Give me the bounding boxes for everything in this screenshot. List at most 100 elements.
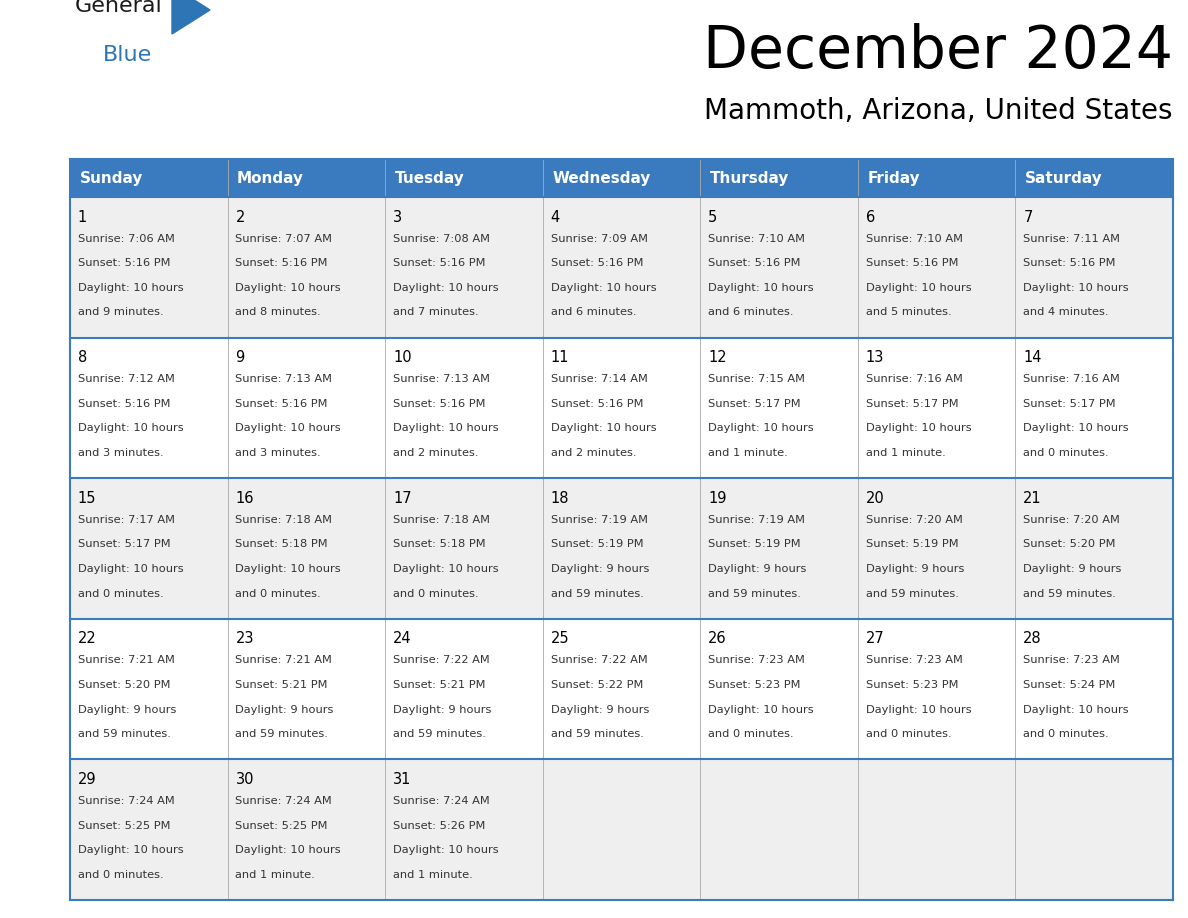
Text: and 59 minutes.: and 59 minutes.	[550, 729, 644, 739]
Text: 21: 21	[1023, 491, 1042, 506]
Text: Sunrise: 7:23 AM: Sunrise: 7:23 AM	[866, 655, 962, 666]
Text: 14: 14	[1023, 351, 1042, 365]
Bar	[385, 159, 543, 197]
Text: Sunrise: 7:17 AM: Sunrise: 7:17 AM	[78, 515, 175, 525]
Text: and 6 minutes.: and 6 minutes.	[708, 308, 794, 318]
Text: Daylight: 10 hours: Daylight: 10 hours	[550, 283, 656, 293]
Text: Sunrise: 7:23 AM: Sunrise: 7:23 AM	[1023, 655, 1120, 666]
Text: Daylight: 10 hours: Daylight: 10 hours	[235, 283, 341, 293]
Text: Daylight: 10 hours: Daylight: 10 hours	[1023, 283, 1129, 293]
Text: and 3 minutes.: and 3 minutes.	[235, 448, 321, 458]
Text: 5: 5	[708, 209, 718, 225]
Text: Daylight: 9 hours: Daylight: 9 hours	[708, 564, 807, 574]
Text: and 8 minutes.: and 8 minutes.	[235, 308, 321, 318]
Bar	[543, 159, 700, 197]
Text: and 59 minutes.: and 59 minutes.	[1023, 588, 1117, 599]
Text: and 9 minutes.: and 9 minutes.	[78, 308, 164, 318]
Text: 31: 31	[393, 772, 411, 787]
Text: 29: 29	[78, 772, 96, 787]
Bar	[858, 759, 1016, 900]
Text: Sunset: 5:25 PM: Sunset: 5:25 PM	[235, 821, 328, 831]
Text: Sunset: 5:19 PM: Sunset: 5:19 PM	[550, 540, 643, 549]
Text: Sunrise: 7:10 AM: Sunrise: 7:10 AM	[866, 233, 962, 243]
Text: Sunrise: 7:24 AM: Sunrise: 7:24 AM	[393, 796, 489, 806]
Text: Sunset: 5:21 PM: Sunset: 5:21 PM	[235, 680, 328, 690]
Text: Sunrise: 7:19 AM: Sunrise: 7:19 AM	[708, 515, 805, 525]
Text: and 0 minutes.: and 0 minutes.	[78, 588, 164, 599]
Bar	[700, 759, 858, 900]
Bar	[228, 159, 385, 197]
Polygon shape	[172, 0, 210, 34]
Bar	[543, 619, 700, 759]
Text: Sunrise: 7:16 AM: Sunrise: 7:16 AM	[866, 375, 962, 384]
Text: Sunset: 5:20 PM: Sunset: 5:20 PM	[1023, 540, 1116, 549]
Text: Monday: Monday	[238, 171, 304, 185]
Bar	[1016, 478, 1173, 619]
Bar	[543, 478, 700, 619]
Text: 28: 28	[1023, 632, 1042, 646]
Bar	[1016, 159, 1173, 197]
Text: and 2 minutes.: and 2 minutes.	[550, 448, 636, 458]
Text: 19: 19	[708, 491, 727, 506]
Text: and 0 minutes.: and 0 minutes.	[708, 729, 794, 739]
Text: Sunset: 5:18 PM: Sunset: 5:18 PM	[235, 540, 328, 549]
Text: 3: 3	[393, 209, 403, 225]
Text: Daylight: 10 hours: Daylight: 10 hours	[393, 845, 499, 856]
Text: and 1 minute.: and 1 minute.	[235, 869, 315, 879]
Text: Daylight: 10 hours: Daylight: 10 hours	[78, 845, 183, 856]
Text: Sunrise: 7:12 AM: Sunrise: 7:12 AM	[78, 375, 175, 384]
Text: and 59 minutes.: and 59 minutes.	[78, 729, 171, 739]
Bar	[1016, 338, 1173, 478]
Text: Sunset: 5:17 PM: Sunset: 5:17 PM	[78, 540, 171, 549]
Text: Sunrise: 7:07 AM: Sunrise: 7:07 AM	[235, 233, 333, 243]
Text: Sunrise: 7:16 AM: Sunrise: 7:16 AM	[1023, 375, 1120, 384]
Text: and 0 minutes.: and 0 minutes.	[78, 869, 164, 879]
Text: Daylight: 10 hours: Daylight: 10 hours	[708, 705, 814, 714]
Bar	[543, 197, 700, 338]
Text: 22: 22	[78, 632, 96, 646]
Text: 25: 25	[550, 632, 569, 646]
Text: 6: 6	[866, 209, 876, 225]
Text: Tuesday: Tuesday	[394, 171, 465, 185]
Text: 24: 24	[393, 632, 412, 646]
Bar	[70, 197, 228, 338]
Bar	[228, 338, 385, 478]
Text: Sunset: 5:16 PM: Sunset: 5:16 PM	[78, 398, 170, 409]
Text: 10: 10	[393, 351, 412, 365]
Text: Daylight: 9 hours: Daylight: 9 hours	[235, 705, 334, 714]
Text: Sunset: 5:23 PM: Sunset: 5:23 PM	[866, 680, 959, 690]
Text: Sunset: 5:17 PM: Sunset: 5:17 PM	[708, 398, 801, 409]
Text: and 1 minute.: and 1 minute.	[393, 869, 473, 879]
Text: and 0 minutes.: and 0 minutes.	[866, 729, 952, 739]
Text: Sunset: 5:16 PM: Sunset: 5:16 PM	[393, 258, 486, 268]
Text: and 3 minutes.: and 3 minutes.	[78, 448, 164, 458]
Text: Sunset: 5:16 PM: Sunset: 5:16 PM	[866, 258, 959, 268]
Bar	[228, 619, 385, 759]
Bar	[858, 619, 1016, 759]
Text: Saturday: Saturday	[1025, 171, 1102, 185]
Text: Daylight: 10 hours: Daylight: 10 hours	[550, 423, 656, 433]
Bar	[700, 478, 858, 619]
Bar	[385, 478, 543, 619]
Text: Mammoth, Arizona, United States: Mammoth, Arizona, United States	[704, 97, 1173, 125]
Text: 8: 8	[78, 351, 87, 365]
Text: 2: 2	[235, 209, 245, 225]
Text: Sunrise: 7:15 AM: Sunrise: 7:15 AM	[708, 375, 805, 384]
Text: December 2024: December 2024	[703, 23, 1173, 80]
Text: and 4 minutes.: and 4 minutes.	[1023, 308, 1108, 318]
Text: Sunrise: 7:09 AM: Sunrise: 7:09 AM	[550, 233, 647, 243]
Bar	[70, 478, 228, 619]
Text: 11: 11	[550, 351, 569, 365]
Text: 18: 18	[550, 491, 569, 506]
Bar	[858, 159, 1016, 197]
Text: Daylight: 10 hours: Daylight: 10 hours	[1023, 705, 1129, 714]
Text: Daylight: 9 hours: Daylight: 9 hours	[78, 705, 176, 714]
Text: Sunset: 5:16 PM: Sunset: 5:16 PM	[235, 258, 328, 268]
Text: Sunset: 5:22 PM: Sunset: 5:22 PM	[550, 680, 643, 690]
Text: Sunrise: 7:11 AM: Sunrise: 7:11 AM	[1023, 233, 1120, 243]
Text: Daylight: 10 hours: Daylight: 10 hours	[866, 283, 972, 293]
Text: 9: 9	[235, 351, 245, 365]
Text: Daylight: 10 hours: Daylight: 10 hours	[393, 423, 499, 433]
Bar	[70, 338, 228, 478]
Text: 20: 20	[866, 491, 885, 506]
